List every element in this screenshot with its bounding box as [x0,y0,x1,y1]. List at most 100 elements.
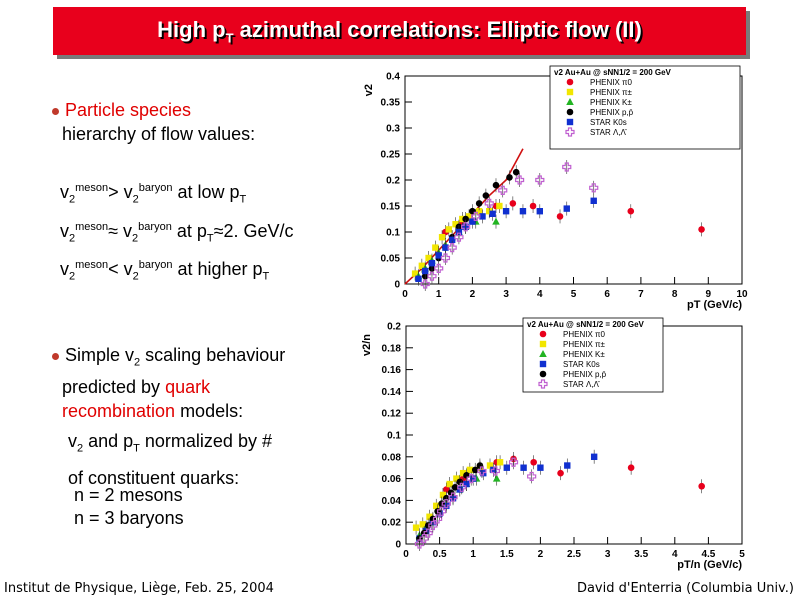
y-tick-label: 0.14 [382,387,402,398]
marker-cross-shape [461,222,471,232]
x-tick-label: 1 [436,289,442,300]
data-point [563,205,570,212]
marker-cross-shape [508,457,519,467]
marker-cross-shape [490,466,500,476]
data-point [428,260,436,267]
baryons-count: n = 3 baryons [74,508,184,528]
data-point [486,462,494,469]
data-point [508,457,519,467]
legend-marker [539,330,547,338]
data-point [411,270,419,277]
y-tick-label: 0.02 [382,518,402,529]
x-tick-label: 2 [470,289,476,300]
marker-cross-shape [466,474,476,484]
norm-b: and p [83,431,134,451]
marker-cross-shape [427,271,437,281]
legend-marker [539,340,547,348]
data-point [496,459,504,466]
data-point [459,469,467,477]
data-point [466,474,476,484]
x-tick-label: 0.5 [433,549,447,560]
row1-sup: meson [75,182,109,194]
data-point [427,271,437,281]
data-point [490,466,500,476]
y-axis-label: v2 [363,84,375,96]
legend-marker [566,98,574,105]
data-point [537,464,544,471]
legend-marker [566,108,574,116]
norm-sub: 2 [77,442,84,455]
marker-cross-shape [562,162,572,172]
x-axis-label: pT/n (GeV/c) [677,559,742,571]
row1-sup2: baryon [138,182,173,194]
data-point [627,207,635,215]
row2-v2: v [123,220,133,241]
data-point [434,263,444,273]
data-point [425,254,432,262]
data-point [418,262,426,269]
footer-right: David d'Enterria (Columbia Univ.) [576,581,794,596]
legend-box [522,317,664,393]
x-tick-label: 0 [403,549,409,560]
x-tick-label: 3 [605,549,611,560]
y-tick-label: 0.18 [382,343,402,354]
data-point [527,471,537,482]
bullet2-recomb: recombination [62,400,176,421]
data-point [437,506,447,516]
data-point [419,521,426,528]
marker-cross-shape [432,514,443,524]
data-point [698,482,705,490]
data-point [446,480,453,488]
bullet2-models: models: [175,400,244,421]
data-point [412,524,420,531]
x-tick-label: 1.5 [500,549,514,560]
data-point [590,197,597,204]
data-point [448,492,458,502]
legend-title: v2 Au+Au @ sNN1/2 = 200 GeV [554,68,672,77]
row2-tailsub: T [206,232,214,245]
y-tick-label: 0.3 [386,124,400,135]
bullet-block-2: Simple v2 scaling behaviour predicted by… [52,343,285,423]
norm-sub2: T [133,442,140,455]
legend-entry: STAR K0s [590,118,627,127]
marker-cross-shape [589,183,599,193]
bullet-block-1: Particle species hierarchy of flow value… [52,98,255,146]
data-point [435,252,442,259]
marker-cross-shape [454,232,464,242]
legend-marker [566,78,574,86]
x-axis-label: pT (GeV/c) [687,299,742,311]
row1-tailsub: T [239,193,247,206]
data-point [482,192,490,199]
row1-sub2: 2 [132,193,139,206]
bullet2-quark: quark [165,376,211,397]
legend-entry: STAR K0s [563,360,600,369]
marker-cross-shape [527,471,537,482]
y-axis-label: v2/n [361,334,373,356]
row2-sup2: baryon [138,220,172,233]
y-tick-label: 0.4 [386,72,400,83]
data-point [447,243,457,253]
norm-line2: of constituent quarks: [68,467,240,488]
y-tick-label: 0.05 [381,254,401,265]
legend-entry: STAR Λ,Λ̄ [563,380,601,389]
legend-marker [539,350,547,357]
data-point [432,514,443,524]
data-point [457,482,467,492]
x-tick-label: 10 [736,289,748,300]
y-tick-label: 0.04 [382,496,402,507]
marker-cross-shape [538,379,548,389]
data-point [422,267,429,275]
hierarchy-row-3: v2meson< v2baryon at higher pT [60,252,294,291]
marker-cross-shape [420,279,430,289]
data-point [562,162,572,172]
marker-cross-shape [448,492,458,502]
title-rest: azimuthal correlations: Elliptic flow (I… [233,16,642,42]
data-point [590,453,598,460]
data-point [564,462,571,469]
data-point [503,464,510,471]
row3-sub: 2 [69,270,76,283]
marker-cross-shape [441,499,451,509]
row3-tailsub: T [262,270,270,283]
bullet2-sub: 2 [134,356,141,369]
data-point [492,474,501,482]
